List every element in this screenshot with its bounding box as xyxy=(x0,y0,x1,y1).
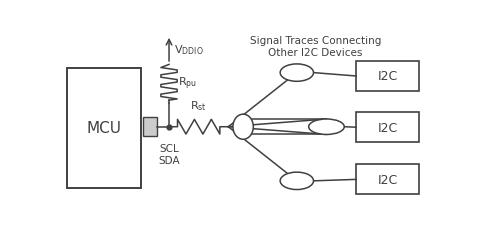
Ellipse shape xyxy=(280,172,314,190)
Bar xyxy=(356,62,419,92)
Text: SCL
SDA: SCL SDA xyxy=(158,144,180,165)
Ellipse shape xyxy=(309,120,344,135)
Text: $\mathregular{R_{st}}$: $\mathregular{R_{st}}$ xyxy=(190,99,207,113)
Text: MCU: MCU xyxy=(87,121,122,136)
Bar xyxy=(67,68,141,188)
Text: I2C: I2C xyxy=(378,70,398,83)
Ellipse shape xyxy=(233,115,253,140)
Text: I2C: I2C xyxy=(378,121,398,134)
Bar xyxy=(356,113,419,142)
Text: Signal Traces Connecting
Other I2C Devices: Signal Traces Connecting Other I2C Devic… xyxy=(250,36,381,57)
Bar xyxy=(356,165,419,194)
Text: $\mathregular{V_{DDIO}}$: $\mathregular{V_{DDIO}}$ xyxy=(174,44,204,57)
Ellipse shape xyxy=(280,65,314,82)
Bar xyxy=(143,118,157,137)
Text: $\mathregular{R_{pu}}$: $\mathregular{R_{pu}}$ xyxy=(177,76,196,92)
Text: I2C: I2C xyxy=(378,173,398,186)
